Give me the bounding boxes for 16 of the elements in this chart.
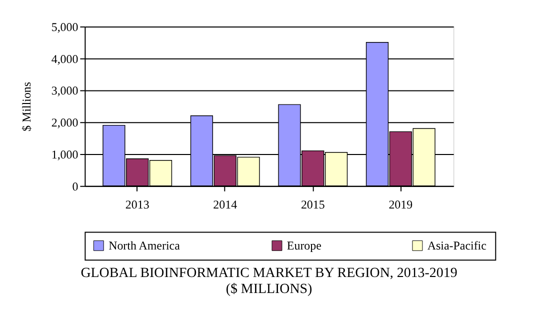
y-tick-label: 4,000 xyxy=(51,52,78,66)
legend-label: Asia-Pacific xyxy=(427,238,486,253)
text: GLOBAL BIOINFORMATIC MARKET BY REGION, 2013-2019 xyxy=(80,266,458,282)
x-tick-label: 2015 xyxy=(300,197,325,212)
text: ($ MILLIONS) xyxy=(226,282,312,297)
y-tick-label: 0 xyxy=(72,179,78,194)
legend-label: Europe xyxy=(286,238,322,253)
x-tick-label: 2013 xyxy=(125,197,150,212)
y-tick-label: 2,000 xyxy=(51,116,78,130)
y-axis-title: $ Millions xyxy=(19,82,34,132)
x-tick-label: 2014 xyxy=(213,197,238,212)
legend-label: North America xyxy=(108,238,181,253)
y-tick-label: 5,000 xyxy=(51,20,78,34)
y-tick-label: 3,000 xyxy=(51,84,78,98)
y-tick-label: 1,000 xyxy=(51,147,78,162)
x-tick-label: 2019 xyxy=(388,197,413,212)
